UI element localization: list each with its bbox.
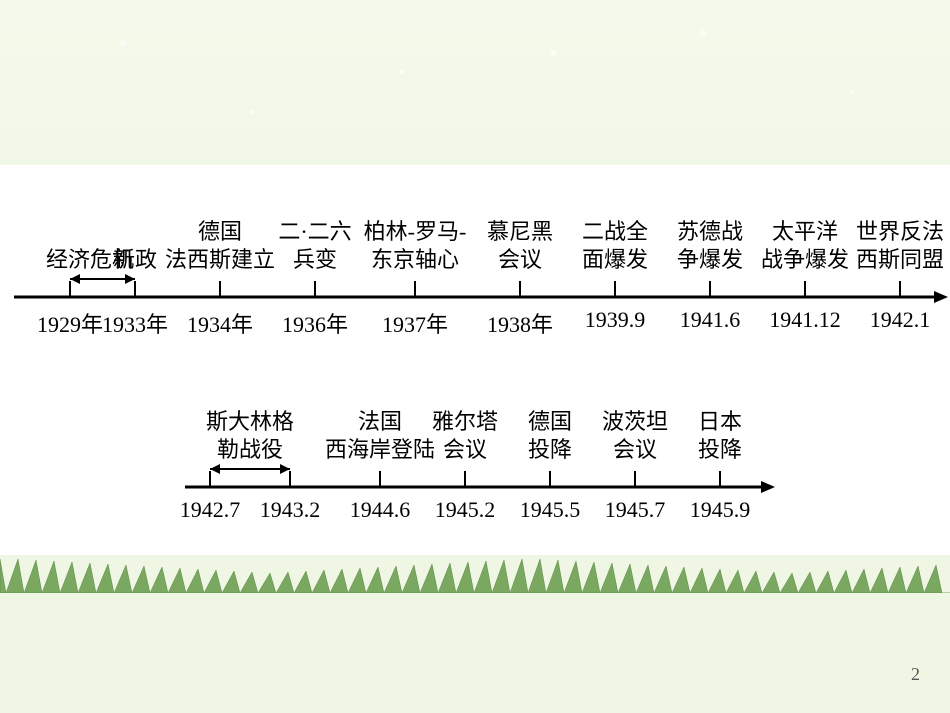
page-number: 2 [911,664,920,685]
bg-dot [700,30,706,36]
timeline-event-label: 日本 投降 [640,408,800,463]
bg-dot [550,50,556,56]
timeline-date: 1941.6 [660,307,760,333]
bg-dot [850,90,854,94]
bg-dot [120,40,126,46]
timeline-date: 1941.12 [755,307,855,333]
bg-dot [250,110,254,114]
timeline-date: 1939.9 [565,307,665,333]
grass-decoration [0,523,950,593]
timeline-date: 1936年 [265,307,365,339]
timeline-date: 1942.1 [850,307,950,333]
timeline-date: 1943.2 [240,497,340,523]
bg-dot [400,70,404,74]
timeline-event-label: 世界反法 西斯同盟 [820,218,950,273]
timeline-date: 1937年 [365,307,465,339]
timeline-date: 1938年 [470,307,570,339]
timeline-date: 1945.9 [670,497,770,523]
timeline-date: 1934年 [170,307,270,339]
